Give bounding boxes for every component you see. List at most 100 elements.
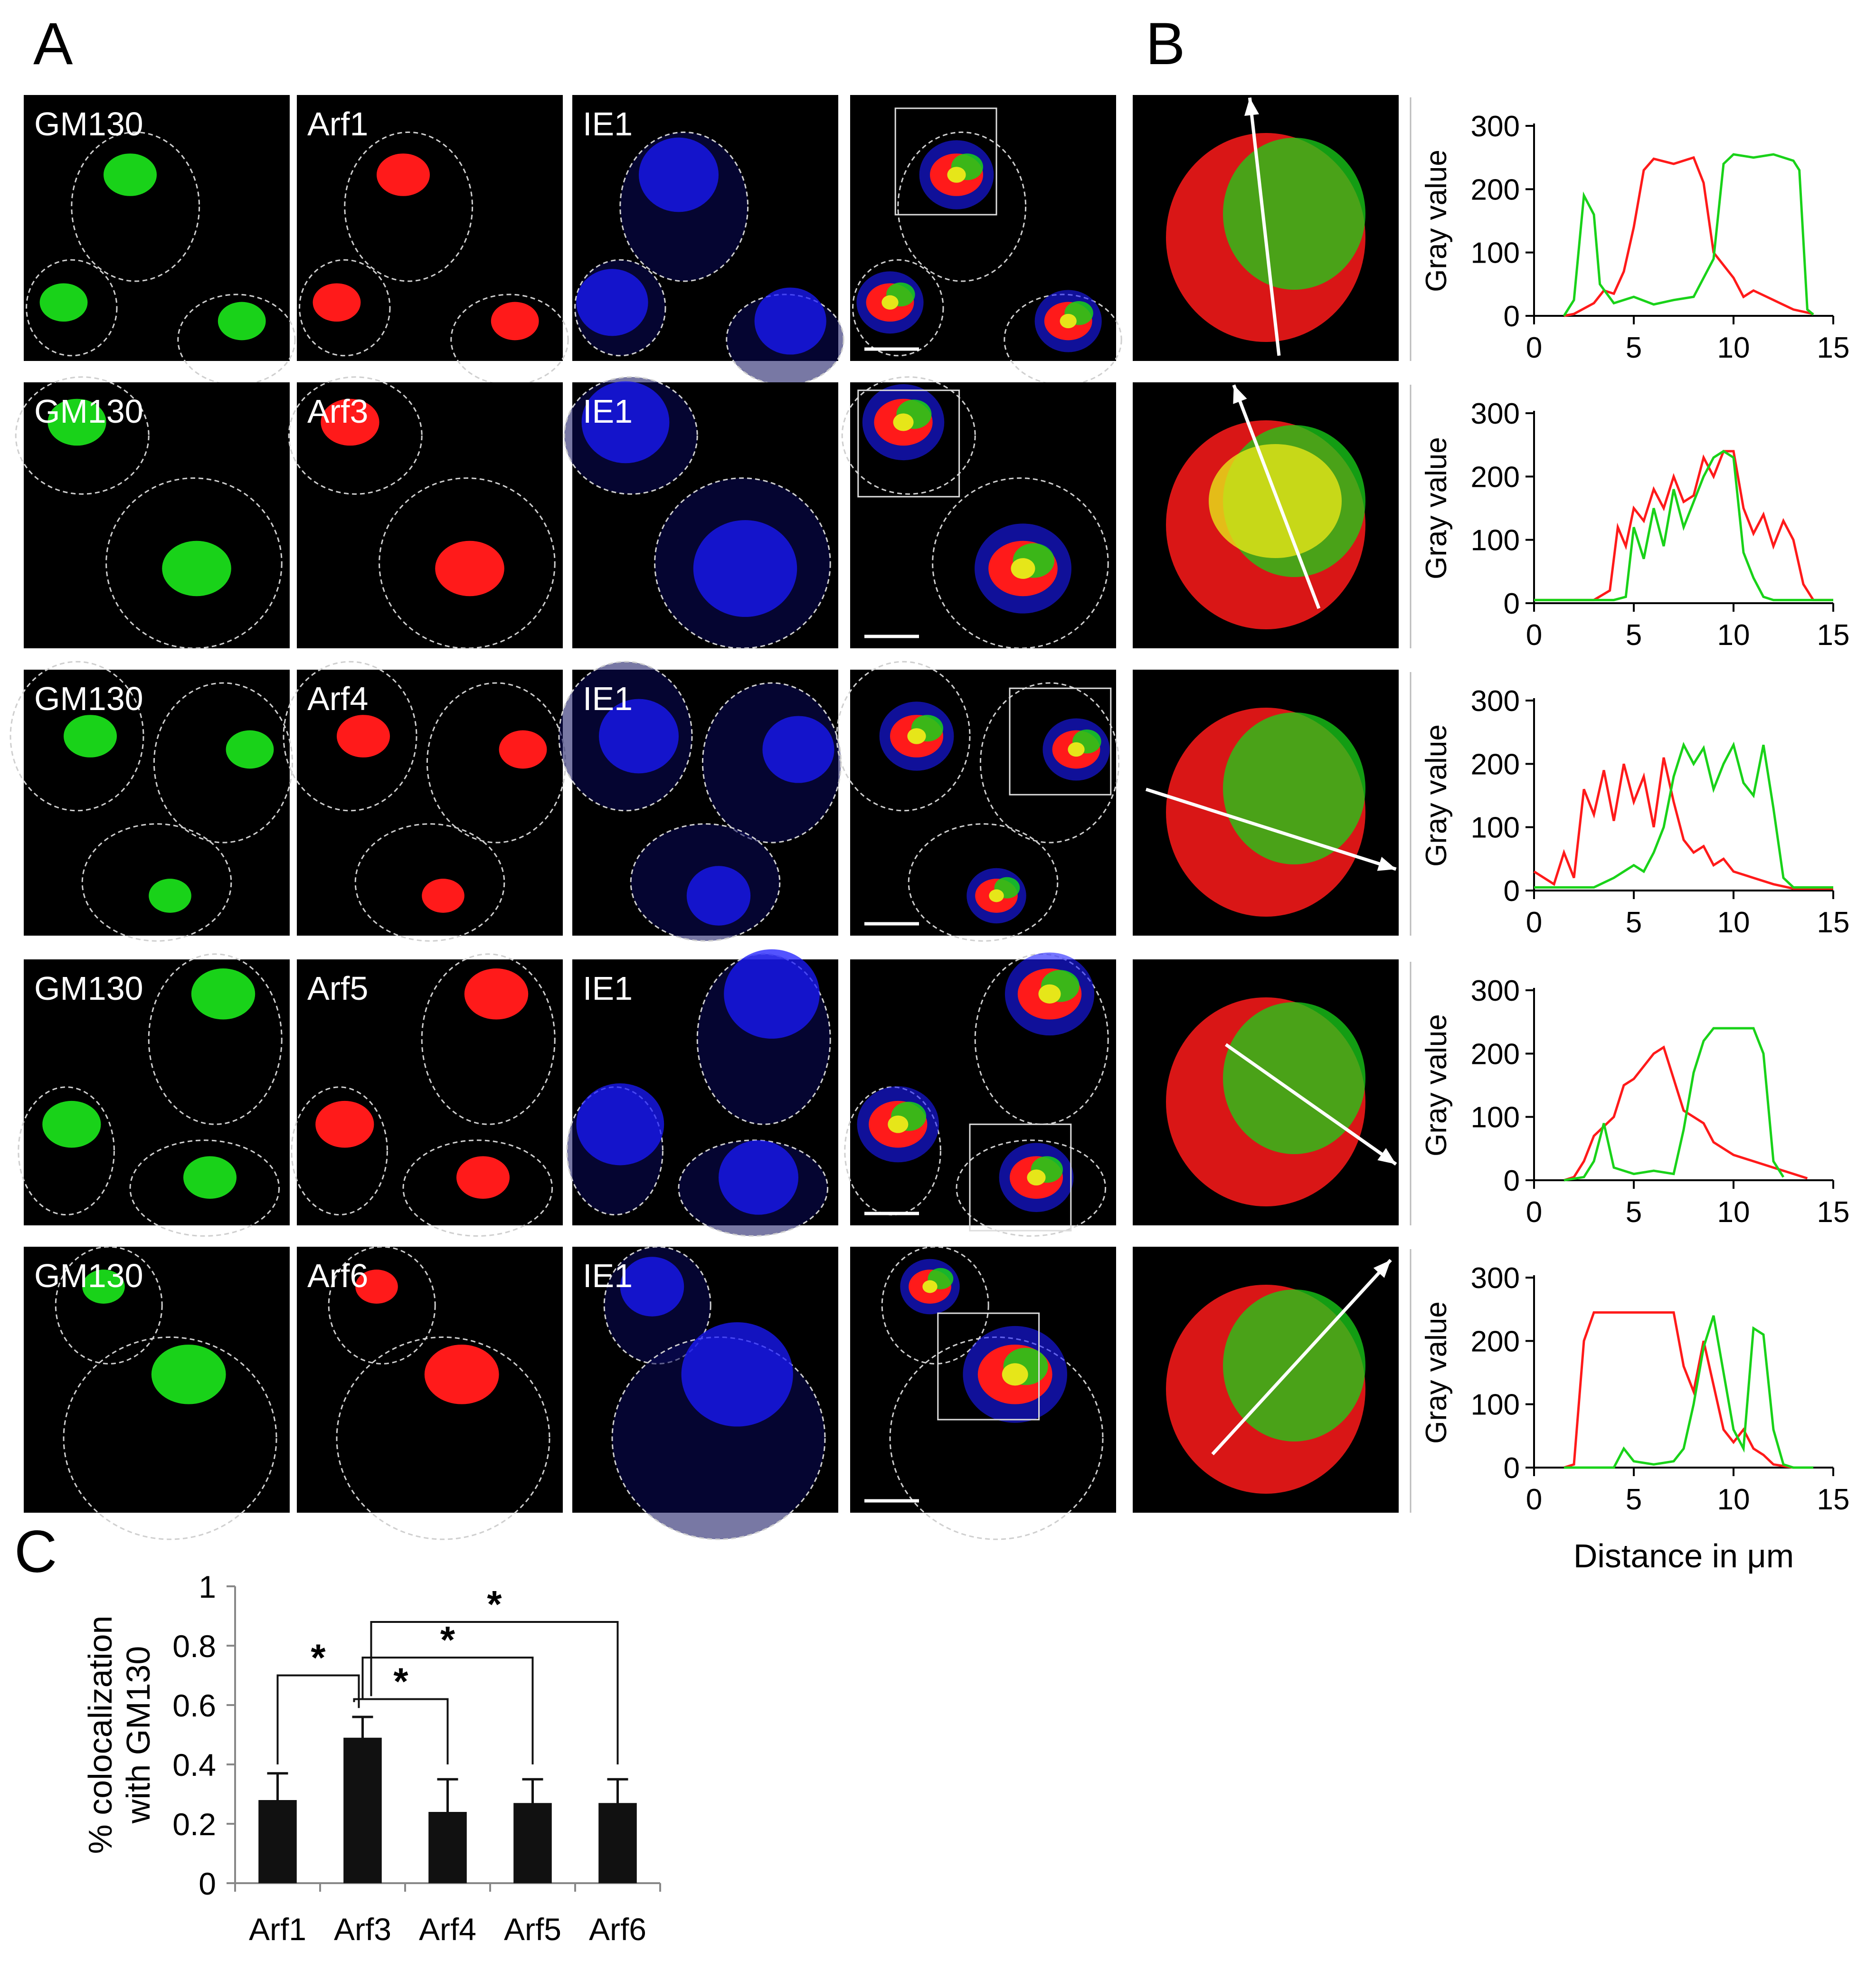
nucleus-signal <box>762 716 834 783</box>
merge-overlap-signal <box>1011 558 1035 579</box>
gm130-signal <box>39 283 88 322</box>
micrograph-tile <box>844 952 1116 1237</box>
x-tick-label: 15 <box>1817 1196 1850 1229</box>
micrograph-tile <box>850 95 1122 386</box>
x-tick-label: 0 <box>1526 619 1542 652</box>
arf-signal <box>313 283 361 322</box>
bar-y-axis-label-line: % colocalization <box>82 1616 119 1854</box>
gm130-signal <box>218 302 266 341</box>
panel-letter-c: C <box>14 1519 57 1585</box>
profile-series-line <box>1563 156 1814 317</box>
y-tick-label: 0 <box>1504 1165 1520 1197</box>
merge-overlap-signal <box>888 1115 909 1133</box>
cell-outline <box>979 682 1120 844</box>
line-profile-5: 0 100 200 300 0 5 10 15 Gray value Distance in μm <box>1410 1249 1849 1574</box>
bar-y-tick-label: 0 <box>199 1866 216 1901</box>
profile-series-line <box>1534 450 1833 601</box>
cell-outline <box>844 1086 941 1216</box>
nucleus-signal <box>693 520 797 617</box>
micrograph-row-3: GM130 Arf4 IE1 <box>9 661 1120 942</box>
nucleus-signal <box>639 137 719 212</box>
cell-outline <box>18 1086 115 1216</box>
merge-overlap-signal <box>1038 984 1061 1004</box>
cell-outline <box>15 376 150 495</box>
cell-outline <box>344 131 474 282</box>
cell-outline <box>841 376 976 495</box>
micrograph-tile: IE1 <box>558 661 842 942</box>
bar-category-label: Arf3 <box>334 1912 391 1947</box>
significance-bracket <box>370 1621 619 1764</box>
cell-outline <box>299 259 391 357</box>
merge-overlap-signal <box>1027 1169 1046 1185</box>
profile-arrow-line <box>1248 97 1281 356</box>
cell-outline <box>71 131 200 282</box>
y-tick-label: 0 <box>1504 588 1520 620</box>
zoom-panel-3 <box>1133 670 1399 936</box>
x-tick-label: 15 <box>1817 906 1850 939</box>
micrograph-row-2: GM130 Arf3 IE1 <box>15 376 1116 649</box>
x-tick-label: 0 <box>1526 1483 1542 1516</box>
y-tick-label: 300 <box>1471 110 1520 143</box>
zoom-region-box <box>894 107 997 216</box>
zoom-region-box <box>857 389 960 498</box>
channel-label: IE1 <box>583 970 633 1007</box>
profile-arrow-line <box>1224 1043 1397 1166</box>
profile-arrow-head <box>1377 1148 1396 1165</box>
micrograph-row-4: GM130 Arf5 IE1 <box>18 949 1116 1237</box>
bar-y-tick-label: 0.4 <box>172 1747 216 1782</box>
micrograph-tile: GM130 <box>18 953 290 1237</box>
x-tick-label: 10 <box>1717 619 1750 652</box>
profile-series-line <box>1563 1311 1794 1469</box>
cell-outline <box>908 823 1059 942</box>
x-tick-label: 10 <box>1717 332 1750 364</box>
gm130-signal <box>183 1156 237 1199</box>
cell-outline <box>283 661 417 812</box>
arf-signal <box>315 1100 374 1148</box>
profile-arrow-line <box>1211 1259 1392 1456</box>
y-axis-label: Gray value <box>1420 1014 1453 1156</box>
arf-signal <box>435 540 504 597</box>
gm130-signal <box>162 540 231 597</box>
merge-overlap-signal <box>881 295 899 310</box>
y-tick-label: 300 <box>1471 398 1520 430</box>
cell-outline <box>402 1139 553 1237</box>
line-profile-4: 0 100 200 300 0 5 10 15 Gray value <box>1410 962 1850 1229</box>
zoom-region-box <box>937 1312 1040 1421</box>
zoom-panel-4 <box>1133 959 1399 1225</box>
line-profile-2: 0 100 200 300 0 5 10 15 Gray value <box>1410 385 1850 652</box>
bar-arf3 <box>343 1737 382 1883</box>
y-tick-label: 200 <box>1471 1325 1520 1358</box>
y-axis-label: Gray value <box>1420 437 1453 579</box>
gm130-signal <box>42 1100 101 1148</box>
gm130-signal <box>226 730 274 769</box>
zoom-panel-1 <box>1133 95 1399 361</box>
micrograph-tile <box>836 661 1120 942</box>
profile-series-line <box>1563 1027 1785 1182</box>
bar-y-tick-label: 0.8 <box>172 1629 216 1664</box>
y-tick-label: 0 <box>1504 300 1520 333</box>
x-tick-label: 5 <box>1626 1483 1642 1516</box>
zoom-region-box <box>1009 687 1112 796</box>
significance-bracket <box>361 1657 534 1764</box>
nucleus-signal <box>754 287 826 355</box>
y-tick-label: 0 <box>1504 1452 1520 1485</box>
nucleus-signal <box>620 1257 684 1317</box>
x-tick-label: 5 <box>1626 619 1642 652</box>
cell-outline <box>881 1246 989 1365</box>
significance-bracket <box>276 1674 360 1764</box>
cell-outline <box>379 477 556 649</box>
y-tick-label: 100 <box>1471 237 1520 270</box>
panel-letter-b: B <box>1146 11 1185 77</box>
y-tick-label: 100 <box>1471 524 1520 557</box>
x-tick-label: 15 <box>1817 619 1850 652</box>
nucleus-signal <box>686 866 751 926</box>
x-tick-label: 10 <box>1717 1196 1750 1229</box>
zoom-gm130-signal <box>1223 138 1365 290</box>
gm130-signal <box>149 879 191 913</box>
channel-label: GM130 <box>34 970 143 1007</box>
profile-series-line <box>1533 757 1833 890</box>
cell-outline <box>932 477 1109 649</box>
nucleus-signal <box>724 949 820 1039</box>
